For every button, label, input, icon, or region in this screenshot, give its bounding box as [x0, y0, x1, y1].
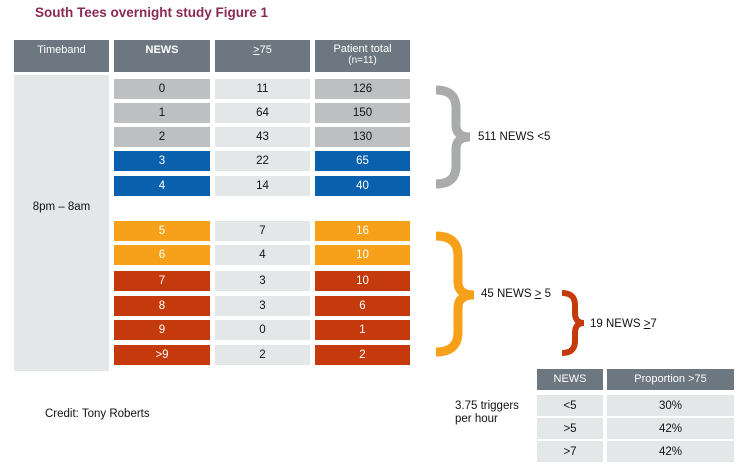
news-cell: 1 [114, 103, 210, 123]
ge5-summary: 45 NEWS > 5 [481, 288, 551, 300]
triggers-line1: 3.75 triggers [455, 400, 519, 412]
gt75-cell: 4 [215, 245, 310, 265]
header-gt75: >75 [215, 40, 310, 72]
news-cell: >9 [114, 345, 210, 365]
header-patient-total-sub: (n=11) [348, 55, 377, 66]
gt75-cell: 0 [215, 320, 310, 340]
page-title: South Tees overnight study Figure 1 [35, 5, 269, 20]
news-cell: 8 [114, 296, 210, 316]
prop-news-cell: <5 [537, 395, 603, 416]
timeband-label: 8pm – 8am [32, 201, 91, 213]
news-cell: 2 [114, 127, 210, 147]
header-gt75-symbol: > [253, 44, 260, 56]
prop-value-cell: 30% [607, 395, 734, 416]
header-news-label: NEWS [145, 44, 179, 56]
gt75-cell: 3 [215, 271, 310, 291]
orange-brace [435, 231, 475, 357]
total-cell: 150 [315, 103, 410, 123]
ge5-prefix: 45 NEWS [481, 288, 535, 300]
prop-value-cell: 42% [607, 418, 734, 439]
news-cell: 3 [114, 151, 210, 171]
gt75-cell: 14 [215, 176, 310, 196]
ge7-prefix: 19 NEWS [590, 318, 644, 330]
triggers-line2: per hour [455, 413, 498, 425]
ge5-symbol: > [534, 288, 542, 300]
news-cell: 7 [114, 271, 210, 291]
red-brace [561, 290, 585, 356]
gt75-cell: 22 [215, 151, 310, 171]
triggers-text: 3.75 triggers per hour [455, 400, 519, 426]
news-cell: 6 [114, 245, 210, 265]
news-cell: 4 [114, 176, 210, 196]
total-cell: 16 [315, 221, 410, 241]
gt75-cell: 64 [215, 103, 310, 123]
ge7-suffix: 7 [650, 318, 657, 330]
news-cell: 0 [114, 79, 210, 99]
header-news: NEWS [114, 40, 210, 72]
header-timeband-label: Timeband [37, 44, 86, 56]
gt75-cell: 3 [215, 296, 310, 316]
total-cell: 6 [315, 296, 410, 316]
gt75-cell: 43 [215, 127, 310, 147]
prop-value-cell: 42% [607, 441, 734, 462]
prop-header-proportion: Proportion >75 [607, 369, 734, 390]
grey-brace [435, 85, 471, 189]
gt75-cell: 2 [215, 345, 310, 365]
lt5-summary: 511 NEWS <5 [478, 131, 551, 143]
prop-news-cell: >5 [537, 418, 603, 439]
ge7-symbol: > [643, 318, 651, 330]
credit-text: Credit: Tony Roberts [45, 408, 150, 420]
total-cell: 40 [315, 176, 410, 196]
total-cell: 130 [315, 127, 410, 147]
header-timeband: Timeband [14, 40, 109, 72]
header-patient-total: Patient total (n=11) [315, 40, 410, 72]
total-cell: 126 [315, 79, 410, 99]
total-cell: 10 [315, 271, 410, 291]
timeband-cell [14, 75, 109, 371]
news-cell: 5 [114, 221, 210, 241]
total-cell: 65 [315, 151, 410, 171]
gt75-cell: 11 [215, 79, 310, 99]
total-cell: 1 [315, 320, 410, 340]
total-cell: 2 [315, 345, 410, 365]
prop-header-news: NEWS [537, 369, 603, 390]
ge5-suffix: 5 [541, 288, 551, 300]
header-gt75-value: 75 [259, 44, 272, 56]
total-cell: 10 [315, 245, 410, 265]
news-cell: 9 [114, 320, 210, 340]
header-patient-total-label: Patient total [333, 43, 392, 55]
prop-news-cell: >7 [537, 441, 603, 462]
gt75-cell: 7 [215, 221, 310, 241]
ge7-summary: 19 NEWS >7 [590, 318, 657, 330]
